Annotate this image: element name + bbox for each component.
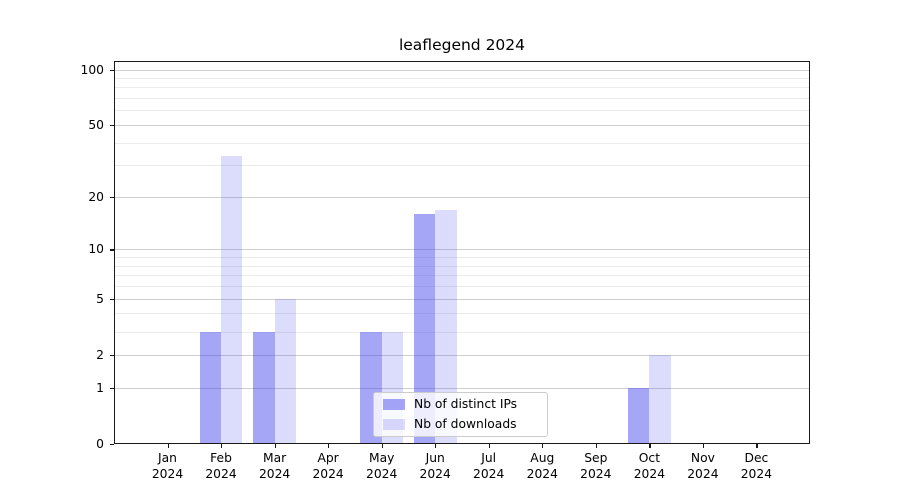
minor-gridline <box>115 265 809 267</box>
minor-gridline <box>115 313 809 315</box>
legend: Nb of distinct IPs Nb of downloads <box>373 392 548 437</box>
bar-downloads-feb <box>221 155 243 444</box>
x-tick-mark <box>756 444 758 448</box>
x-tick-mark <box>274 444 276 448</box>
y-tick-label: 100 <box>80 62 104 77</box>
major-gridline <box>115 124 809 126</box>
x-tick-mark <box>167 444 169 448</box>
x-tick-mark <box>649 444 651 448</box>
bar-distinct-ips-feb <box>199 331 221 444</box>
x-tick-mark <box>488 444 490 448</box>
x-tick-label: Dec 2024 <box>740 451 773 481</box>
x-tick-mark <box>381 444 383 448</box>
minor-gridline <box>115 142 809 144</box>
legend-label-downloads: Nb of downloads <box>414 417 517 431</box>
minor-gridline <box>115 165 809 167</box>
bar-distinct-ips-jun <box>413 214 436 444</box>
bar-downloads-oct <box>649 354 671 444</box>
chart-title: leaflegend 2024 <box>398 36 526 54</box>
x-tick-label: Feb 2024 <box>205 451 237 481</box>
x-tick-label: Jan 2024 <box>151 451 184 481</box>
x-tick-label: Mar 2024 <box>258 451 291 481</box>
legend-label-distinct-ips: Nb of distinct IPs <box>414 397 518 411</box>
bar-distinct-ips-oct <box>628 387 650 444</box>
y-tick-mark <box>110 124 114 127</box>
minor-gridline <box>115 257 809 259</box>
x-tick-mark <box>328 444 330 448</box>
plot-area <box>114 61 810 444</box>
x-tick-mark <box>702 444 705 448</box>
minor-gridline <box>115 275 809 277</box>
legend-row-downloads: Nb of downloads <box>383 418 538 431</box>
y-tick-mark <box>110 298 114 300</box>
minor-gridline <box>115 110 809 112</box>
y-tick-label: 20 <box>88 189 104 204</box>
y-tick-label: 1 <box>96 380 104 395</box>
x-tick-label: Jun 2024 <box>419 451 451 481</box>
x-tick-mark <box>221 444 223 448</box>
bar-distinct-ips-mar <box>253 331 275 444</box>
y-tick-mark <box>110 249 114 251</box>
bar-downloads-jun <box>435 209 457 444</box>
minor-gridline <box>115 87 809 89</box>
y-tick-label: 2 <box>96 347 104 362</box>
x-tick-label: Nov 2024 <box>687 451 719 481</box>
major-gridline <box>115 298 809 300</box>
x-tick-mark <box>595 444 597 448</box>
minor-gridline <box>115 286 809 288</box>
legend-swatch-distinct-ips <box>383 399 405 410</box>
legend-row-distinct-ips: Nb of distinct IPs <box>383 398 538 411</box>
y-tick-label: 5 <box>96 291 104 306</box>
x-tick-label: Oct 2024 <box>633 451 666 481</box>
x-tick-label: Sep 2024 <box>580 451 612 481</box>
x-tick-mark <box>542 444 544 448</box>
y-tick-mark <box>110 69 114 71</box>
x-tick-mark <box>435 444 437 448</box>
major-gridline <box>115 354 809 356</box>
major-gridline <box>115 387 809 389</box>
bar-downloads-mar <box>274 298 296 444</box>
y-tick-mark <box>110 444 114 446</box>
x-tick-label: Apr 2024 <box>312 451 344 481</box>
minor-gridline <box>115 98 809 100</box>
x-tick-label: Aug 2024 <box>526 451 558 481</box>
major-gridline <box>115 196 809 198</box>
x-tick-label: Jul 2024 <box>473 451 505 481</box>
major-gridline <box>115 69 809 71</box>
minor-gridline <box>115 78 809 79</box>
minor-gridline <box>115 331 809 333</box>
y-tick-mark <box>110 387 114 389</box>
y-tick-label: 10 <box>88 242 104 257</box>
y-tick-mark <box>110 354 114 357</box>
y-tick-label: 50 <box>88 117 104 132</box>
legend-swatch-downloads <box>383 419 405 430</box>
y-tick-label: 0 <box>96 437 104 451</box>
y-tick-mark <box>110 196 114 199</box>
x-tick-label: May 2024 <box>366 451 398 481</box>
major-gridline <box>115 249 809 251</box>
